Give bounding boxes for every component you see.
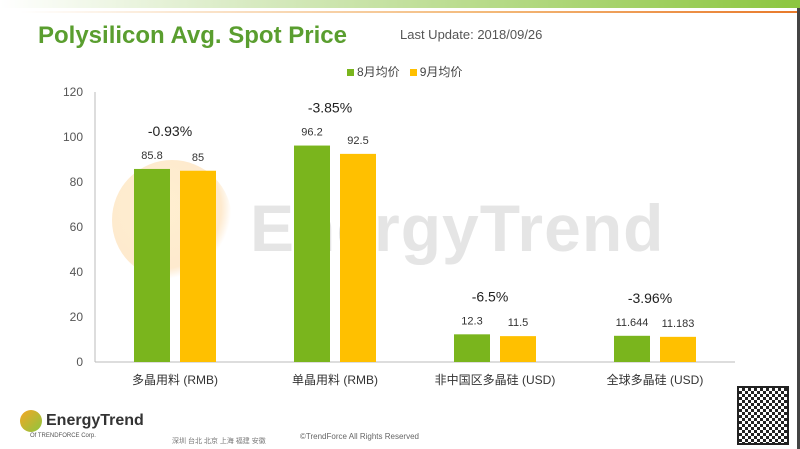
last-update: Last Update: 2018/09/26 <box>400 27 543 42</box>
y-tick-label: 40 <box>70 265 84 279</box>
data-label: 85.8 <box>141 150 162 162</box>
change-label: -3.96% <box>628 290 672 306</box>
legend-label: 9月均价 <box>419 65 463 79</box>
category-label: 单晶用料 (RMB) <box>292 373 378 387</box>
right-edge <box>797 8 800 449</box>
logo-subtitle: Of TRENDFORCE Corp. <box>30 433 96 439</box>
legend: 8月均价 9月均价 <box>347 63 462 80</box>
data-label: 92.5 <box>347 135 368 147</box>
qr-code-icon <box>737 386 789 445</box>
y-tick-label: 20 <box>70 310 84 324</box>
change-label: -6.5% <box>472 288 509 304</box>
bar-sep <box>660 336 696 362</box>
y-tick-label: 0 <box>76 355 83 369</box>
copyright: ©TrendForce All Rights Reserved <box>300 432 419 441</box>
bar-aug <box>454 334 490 362</box>
legend-item-sep: 9月均价 <box>409 63 463 80</box>
data-label: 11.183 <box>662 318 695 330</box>
change-label: -0.93% <box>148 123 192 139</box>
logo-text: EnergyTrend <box>46 412 144 429</box>
y-tick-label: 80 <box>70 175 84 189</box>
y-tick-label: 120 <box>63 85 83 99</box>
category-label: 非中国区多晶硅 (USD) <box>435 372 556 387</box>
bar-aug <box>134 168 170 362</box>
bar-sep <box>500 336 536 362</box>
legend-item-aug: 8月均价 <box>347 63 400 80</box>
top-accent-line <box>20 11 800 13</box>
category-label: 全球多晶硅 (USD) <box>607 372 704 387</box>
data-label: 96.2 <box>301 127 322 139</box>
page-title: Polysilicon Avg. Spot Price <box>38 22 347 49</box>
y-tick-label: 100 <box>63 130 83 144</box>
energytrend-logo: EnergyTrend <box>20 410 144 432</box>
category-label: 多晶用料 (RMB) <box>132 373 218 387</box>
legend-label: 8月均价 <box>357 65 400 79</box>
data-label: 11.5 <box>508 317 529 329</box>
bar-aug <box>294 145 330 362</box>
y-tick-label: 60 <box>70 220 84 234</box>
data-label: 11.644 <box>616 317 649 329</box>
change-label: -3.85% <box>308 100 352 116</box>
bar-aug <box>614 335 650 362</box>
bar-sep <box>340 153 376 362</box>
top-gradient-bar <box>0 0 800 8</box>
office-cities: 深圳 台北 北京 上海 福建 安徽 <box>172 438 266 445</box>
leaf-logo-icon <box>20 410 42 432</box>
data-label: 85 <box>192 152 204 164</box>
bar-sep <box>180 170 216 362</box>
data-label: 12.3 <box>461 315 482 327</box>
